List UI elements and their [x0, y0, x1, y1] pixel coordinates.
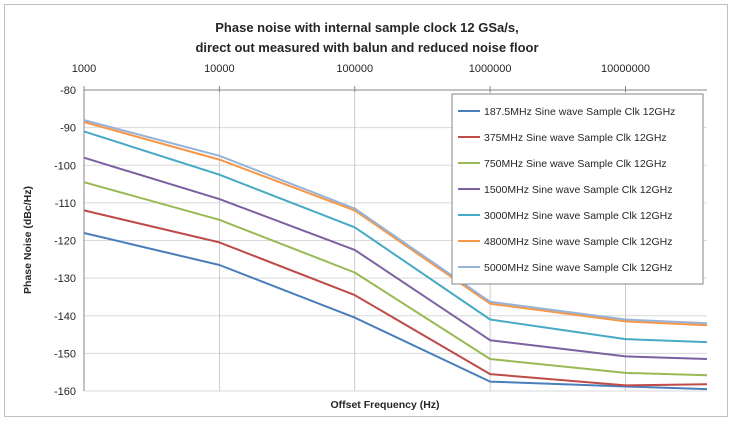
legend-label: 750MHz Sine wave Sample Clk 12GHz: [484, 158, 667, 170]
y-tick-label: -150: [54, 348, 76, 360]
x-tick-label: 1000: [72, 63, 96, 75]
legend-label: 375MHz Sine wave Sample Clk 12GHz: [484, 132, 667, 144]
series-lines: [83, 119, 708, 391]
legend-label: 1500MHz Sine wave Sample Clk 12GHz: [484, 184, 673, 196]
legend-label: 4800MHz Sine wave Sample Clk 12GHz: [484, 236, 673, 248]
phase-noise-chart: Phase noise with internal sample clock 1…: [22, 20, 708, 411]
y-tick-label: -130: [54, 273, 76, 285]
legend-label: 187.5MHz Sine wave Sample Clk 12GHz: [484, 106, 675, 118]
series-line: [83, 119, 708, 325]
x-tick-label: 1000000: [469, 63, 512, 75]
series-line: [83, 130, 708, 344]
legend-label: 5000MHz Sine wave Sample Clk 12GHz: [484, 262, 673, 274]
series-line: [83, 156, 708, 360]
series-line: [83, 121, 708, 327]
axes: -80 -90 -100 -110 -120 -130 -140 -150 -160 1000 10…: [54, 63, 707, 398]
legend-box: [451, 93, 704, 285]
legend-label: 3000MHz Sine wave Sample Clk 12GHz: [484, 210, 673, 222]
y-tick-label: -160: [54, 386, 76, 398]
legend: 187.5MHz Sine wave Sample Clk 12GHz 375MH…: [451, 93, 704, 285]
y-tick-label: -100: [54, 160, 76, 172]
y-tick-label: -110: [55, 198, 76, 210]
chart-frame: Phase noise with internal sample clock 1…: [4, 4, 728, 417]
x-tick-label: 10000000: [601, 63, 650, 75]
y-axis-label: Phase Noise (dBc/Hz): [22, 186, 34, 294]
chart-title-line-2: direct out measured with balun and reduc…: [195, 40, 538, 55]
x-axis-label: Offset Frequency (Hz): [330, 399, 439, 411]
chart-title-line-1: Phase noise with internal sample clock 1…: [215, 20, 518, 35]
x-tick-label: 10000: [204, 63, 235, 75]
x-tick-label: 100000: [336, 63, 373, 75]
y-tick-label: -80: [60, 85, 76, 97]
y-tick-label: -140: [54, 311, 76, 323]
series-line: [83, 232, 708, 391]
series-line: [83, 209, 708, 387]
y-tick-label: -90: [60, 123, 76, 135]
y-tick-label: -120: [54, 236, 76, 248]
series-line: [83, 181, 708, 377]
